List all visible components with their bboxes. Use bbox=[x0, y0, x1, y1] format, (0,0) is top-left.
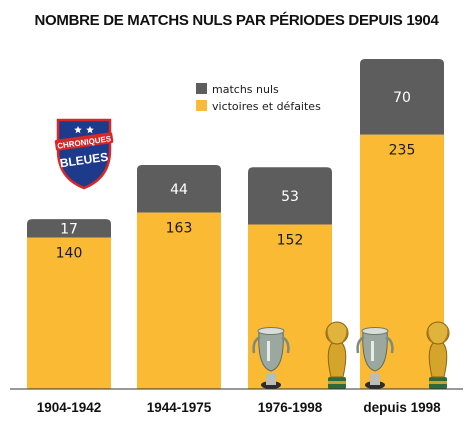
logo-text-line2: BLEUES bbox=[59, 150, 109, 171]
data-label-matchs-nuls: 44 bbox=[170, 182, 188, 198]
data-label-matchs-nuls: 53 bbox=[281, 189, 299, 205]
data-label-victoires-defaites: 163 bbox=[166, 221, 193, 237]
bar-segment-matchs-nuls bbox=[248, 167, 332, 225]
data-label-matchs-nuls: 70 bbox=[393, 90, 411, 106]
bar-segment-victoires-defaites bbox=[137, 212, 221, 389]
world-cup-trophy-icon bbox=[325, 321, 349, 389]
bar-segment-matchs-nuls bbox=[360, 59, 444, 135]
x-tick-label: 1904-1942 bbox=[37, 400, 102, 415]
x-tick-label: depuis 1998 bbox=[363, 400, 441, 415]
legend: matchs nuls victoires et défaites bbox=[196, 83, 321, 113]
bars-group: 17 140 44 163 53 152 70 235 bbox=[27, 59, 444, 389]
chart-title: NOMBRE DE MATCHS NULS PAR PÉRIODES DEPUI… bbox=[34, 12, 439, 29]
x-tick-label: 1944-1975 bbox=[147, 400, 212, 415]
bar-segment-matchs-nuls bbox=[137, 165, 221, 213]
euro-trophy-icon bbox=[356, 327, 394, 389]
data-label-victoires-defaites: 152 bbox=[277, 233, 304, 249]
data-label-victoires-defaites: 140 bbox=[56, 246, 83, 262]
star-icon bbox=[74, 126, 82, 134]
x-tick-label: 1976-1998 bbox=[258, 400, 323, 415]
trophies-group bbox=[252, 321, 450, 389]
data-label-matchs-nuls: 17 bbox=[60, 221, 78, 237]
data-label-victoires-defaites: 235 bbox=[389, 143, 416, 159]
legend-swatch bbox=[196, 83, 207, 94]
bar-segment-victoires-defaites bbox=[27, 237, 111, 389]
star-icon bbox=[86, 126, 94, 134]
legend-swatch bbox=[196, 100, 207, 111]
legend-label: victoires et défaites bbox=[212, 100, 321, 113]
bar-segment-matchs-nuls bbox=[27, 219, 111, 238]
world-cup-trophy-icon bbox=[426, 321, 450, 389]
euro-trophy-icon bbox=[252, 327, 290, 389]
bar-segment-victoires-defaites bbox=[248, 224, 332, 389]
x-axis-labels: 1904-1942 1944-1975 1976-1998 depuis 1998 bbox=[37, 400, 441, 415]
legend-label: matchs nuls bbox=[212, 83, 279, 96]
